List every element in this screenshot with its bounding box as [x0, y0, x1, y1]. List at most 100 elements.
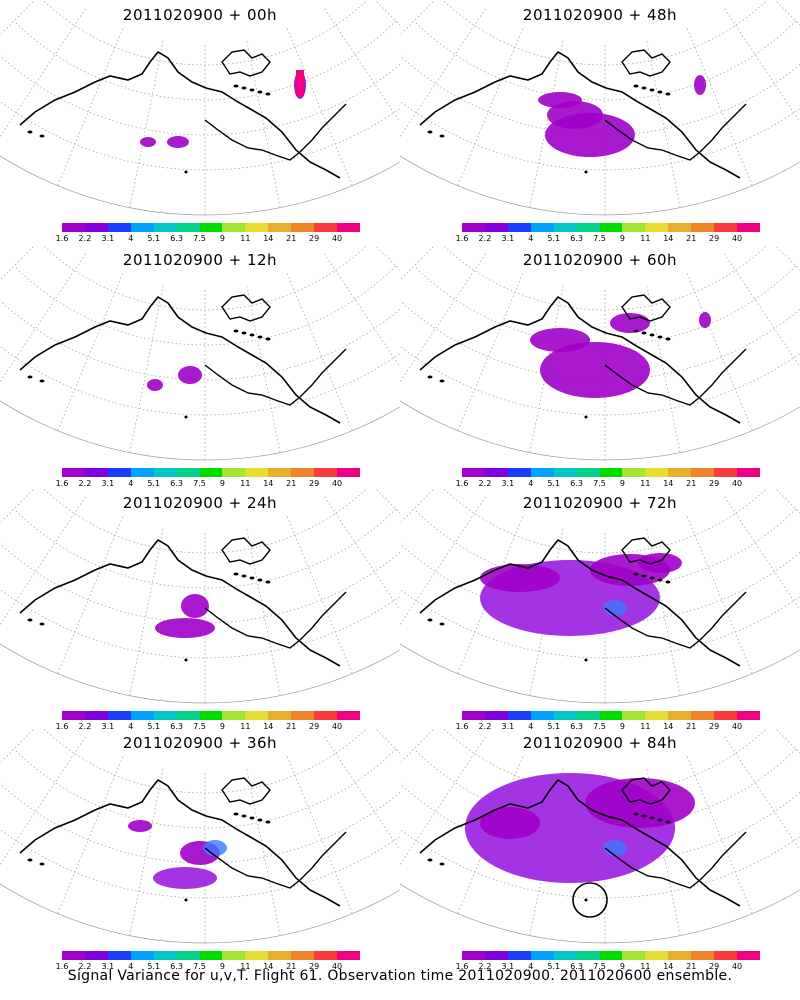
colorbar — [62, 468, 360, 477]
colorbar-swatch — [462, 951, 485, 960]
panel-72h: 2011020900 + 72h 1.6 2.2 3.1 4 5.1 6.3 7.5 9 11 1… — [400, 488, 800, 733]
map — [0, 728, 400, 944]
colorbar-swatch — [737, 223, 760, 232]
colorbar-tick-label: 9 — [219, 234, 225, 243]
colorbar — [62, 711, 360, 720]
map — [400, 245, 800, 461]
colorbar-swatch — [507, 711, 531, 720]
map-grid — [0, 728, 400, 944]
colorbar-swatch — [737, 711, 760, 720]
colorbar-tick-label: 1.6 — [455, 722, 469, 731]
colorbar-tick-label: 6.3 — [570, 962, 583, 971]
colorbar-tick-label: 14 — [663, 234, 674, 243]
colorbar-tick-label: 2.2 — [478, 722, 492, 731]
colorbar-tick-label: 4 — [528, 234, 534, 243]
colorbar-swatch — [668, 711, 692, 720]
colorbar-tick-label: 1.6 — [55, 962, 69, 971]
coastline — [419, 49, 747, 179]
colorbar-swatch — [576, 468, 600, 477]
colorbar-tick-label: 11 — [640, 962, 651, 971]
colorbar-swatch — [714, 711, 738, 720]
colorbar-swatch — [107, 468, 131, 477]
colorbar-tick-label: 5.1 — [547, 722, 561, 731]
panel-title: 2011020900 + 00h — [122, 6, 278, 24]
colorbar-tick-label: 6.3 — [570, 234, 583, 243]
colorbar-tick-label: 6.3 — [570, 722, 583, 731]
colorbar-swatch — [576, 951, 600, 960]
map — [400, 488, 800, 704]
colorbar-tick-label: 2.2 — [478, 234, 492, 243]
colorbar-tick-label: 5.1 — [547, 479, 561, 488]
colorbar-tick-label: 11 — [240, 722, 251, 731]
colorbar-tick-label: 21 — [286, 479, 297, 488]
colorbar-tick-label: 14 — [663, 722, 674, 731]
colorbar-swatch — [130, 711, 154, 720]
colorbar-swatch — [553, 711, 577, 720]
colorbar-tick-label: 21 — [686, 962, 697, 971]
colorbar-tick-label: 2.2 — [78, 722, 92, 731]
colorbar-swatch — [337, 711, 360, 720]
colorbar-swatch — [622, 951, 646, 960]
colorbar-tick-label: 4 — [128, 234, 134, 243]
colorbar-swatch — [668, 951, 692, 960]
colorbar-swatch — [737, 468, 760, 477]
colorbar-tick-label: 21 — [286, 234, 297, 243]
colorbar-tick-label: 9 — [219, 962, 225, 971]
colorbar-swatch — [622, 711, 646, 720]
figure-caption: Signal Variance for u,v,T. Flight 61. Ob… — [67, 968, 733, 984]
colorbar-swatch — [222, 951, 246, 960]
colorbar-swatch — [199, 468, 223, 477]
colorbar-tick-label: 3.1 — [101, 479, 115, 488]
colorbar-swatch — [107, 951, 131, 960]
panel-36h: 2011020900 + 36h 1.6 2.2 3.1 4 5.1 6.3 7.5 9 11 1… — [0, 728, 400, 973]
coastline — [419, 777, 747, 907]
colorbar-swatch — [62, 223, 85, 232]
colorbar-swatch — [530, 223, 554, 232]
colorbar-swatch — [691, 223, 715, 232]
colorbar-tick-label: 6.3 — [170, 234, 183, 243]
colorbar-tick-label: 11 — [640, 479, 651, 488]
panel-title: 2011020900 + 72h — [522, 494, 678, 512]
map-grid — [0, 0, 400, 216]
coastline — [19, 537, 347, 667]
colorbar-swatch — [153, 468, 177, 477]
map-grid — [0, 488, 400, 704]
colorbar-labels: 1.6 2.2 3.1 4 5.1 6.3 7.5 9 11 14 21 29 40 — [452, 479, 772, 489]
panel-title: 2011020900 + 84h — [522, 734, 678, 752]
variance-shading — [465, 773, 695, 883]
colorbar-swatch — [245, 468, 269, 477]
colorbar-tick-label: 3.1 — [501, 722, 515, 731]
variance-shading — [480, 553, 682, 636]
colorbar-tick-label: 5.1 — [147, 479, 161, 488]
colorbar-tick-label: 7.5 — [193, 234, 206, 243]
colorbar — [462, 711, 760, 720]
panel-84h: 2011020900 + 84h 1.6 2.2 3.1 4 5.1 6.3 7.5 9 11 1… — [400, 728, 800, 973]
colorbar-swatch — [553, 951, 577, 960]
colorbar-labels: 1.6 2.2 3.1 4 5.1 6.3 7.5 9 11 14 21 29 40 — [52, 722, 372, 732]
colorbar-tick-label: 14 — [663, 479, 674, 488]
colorbar-tick-label: 29 — [309, 479, 320, 488]
colorbar-tick-label: 21 — [686, 234, 697, 243]
colorbar-tick-label: 9 — [619, 479, 625, 488]
colorbar-swatch — [484, 223, 508, 232]
panel-00h: 2011020900 + 00h 1.6 2.2 3.1 4 5.1 6.3 7.5 9 11 1… — [0, 0, 400, 245]
variance-shading — [147, 366, 202, 391]
colorbar-swatch — [714, 951, 738, 960]
colorbar-tick-label: 7.5 — [193, 962, 206, 971]
panel-title: 2011020900 + 12h — [122, 251, 278, 269]
colorbar-swatch — [622, 468, 646, 477]
colorbar-swatch — [107, 223, 131, 232]
colorbar-swatch — [530, 951, 554, 960]
colorbar-swatch — [530, 711, 554, 720]
colorbar-tick-label: 11 — [240, 479, 251, 488]
colorbar-tick-label: 11 — [240, 234, 251, 243]
colorbar-swatch — [84, 951, 108, 960]
colorbar-swatch — [291, 468, 315, 477]
colorbar-swatch — [645, 711, 669, 720]
colorbar-swatch — [62, 468, 85, 477]
colorbar-swatch — [62, 711, 85, 720]
colorbar-tick-label: 4 — [528, 962, 534, 971]
colorbar-swatch — [176, 711, 200, 720]
colorbar-swatch — [337, 223, 360, 232]
colorbar-tick-label: 40 — [731, 722, 743, 731]
